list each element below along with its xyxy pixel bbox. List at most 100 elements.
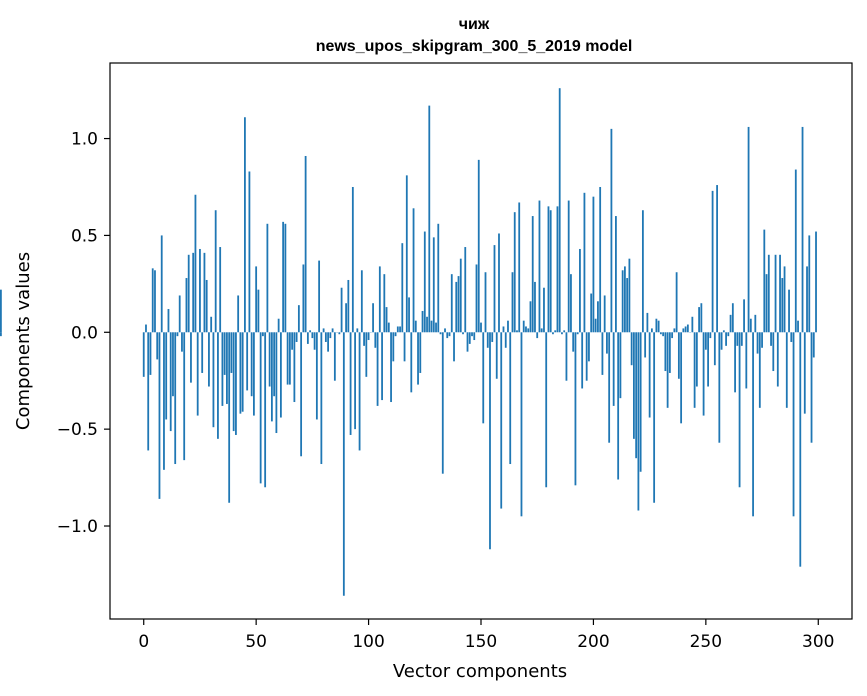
bar bbox=[230, 332, 233, 373]
bar bbox=[217, 332, 219, 439]
bar bbox=[700, 303, 703, 333]
bar bbox=[291, 332, 294, 350]
bar bbox=[797, 320, 799, 333]
bar bbox=[572, 332, 575, 352]
bar bbox=[635, 332, 638, 459]
bar bbox=[684, 326, 687, 333]
bar bbox=[664, 332, 667, 372]
bar bbox=[158, 332, 161, 499]
bar bbox=[693, 332, 696, 408]
bar bbox=[489, 332, 491, 550]
bar bbox=[491, 332, 494, 342]
bar bbox=[277, 318, 280, 333]
x-axis-label: Vector components bbox=[393, 661, 567, 682]
bar bbox=[203, 252, 206, 333]
bar bbox=[783, 266, 786, 333]
x-tick-label: 50 bbox=[245, 632, 267, 652]
bar bbox=[720, 332, 723, 350]
bar bbox=[601, 332, 604, 375]
bar bbox=[646, 312, 649, 333]
bar bbox=[655, 318, 658, 333]
bar bbox=[282, 221, 285, 333]
bar bbox=[803, 332, 806, 414]
bar bbox=[387, 322, 390, 333]
bar bbox=[318, 260, 321, 333]
bar bbox=[711, 190, 714, 333]
bar bbox=[799, 332, 802, 567]
bar bbox=[740, 332, 743, 346]
bar bbox=[585, 332, 588, 381]
bar bbox=[484, 272, 487, 333]
bar bbox=[151, 268, 154, 333]
bar bbox=[268, 332, 271, 387]
bar bbox=[619, 332, 622, 399]
bar bbox=[390, 332, 392, 403]
bar bbox=[455, 281, 458, 333]
bar bbox=[147, 332, 150, 451]
bar bbox=[612, 332, 615, 406]
bar bbox=[399, 326, 401, 333]
bar bbox=[401, 243, 404, 333]
bar bbox=[709, 332, 712, 339]
bar bbox=[300, 332, 303, 457]
bar bbox=[552, 332, 554, 335]
bar bbox=[531, 216, 534, 333]
bar bbox=[435, 322, 437, 333]
bar bbox=[421, 310, 424, 333]
plot-frame bbox=[109, 62, 853, 620]
bar bbox=[729, 314, 732, 333]
bar bbox=[475, 264, 478, 333]
bar bbox=[628, 258, 631, 333]
bar bbox=[372, 303, 374, 333]
bar bbox=[187, 254, 190, 333]
bar bbox=[297, 305, 300, 333]
bar bbox=[668, 332, 671, 373]
bar bbox=[556, 206, 559, 333]
bar bbox=[767, 254, 770, 333]
bar bbox=[810, 332, 813, 443]
bar bbox=[322, 328, 325, 333]
bar bbox=[378, 266, 381, 333]
bar bbox=[493, 245, 496, 333]
bar bbox=[381, 332, 383, 401]
bar bbox=[345, 303, 347, 333]
bar bbox=[583, 192, 586, 333]
bar bbox=[567, 200, 570, 333]
bar bbox=[745, 332, 748, 389]
bar bbox=[756, 332, 759, 354]
bar bbox=[351, 186, 354, 333]
bar bbox=[570, 274, 572, 333]
bar bbox=[383, 274, 386, 333]
bar bbox=[641, 210, 644, 333]
bar bbox=[221, 332, 224, 406]
bar bbox=[606, 332, 608, 354]
y-tick-label: −0.5 bbox=[57, 420, 98, 440]
bar bbox=[518, 202, 521, 333]
bar bbox=[284, 223, 287, 333]
y-tick-label: 0.5 bbox=[71, 226, 98, 246]
bar bbox=[192, 252, 195, 333]
bar bbox=[480, 322, 482, 333]
bar bbox=[464, 247, 467, 333]
bar bbox=[749, 318, 752, 333]
bar bbox=[752, 332, 754, 517]
bar bbox=[459, 258, 462, 333]
bar bbox=[561, 332, 563, 335]
bar bbox=[0, 332, 2, 337]
bar bbox=[686, 324, 689, 333]
bar bbox=[650, 328, 653, 333]
bar bbox=[558, 88, 561, 333]
bar bbox=[520, 332, 523, 517]
bar bbox=[237, 295, 240, 333]
bar bbox=[266, 223, 269, 333]
bar bbox=[513, 212, 516, 333]
bar bbox=[743, 299, 745, 333]
bar bbox=[441, 332, 444, 474]
bar bbox=[637, 332, 640, 511]
bar bbox=[597, 301, 599, 333]
bar bbox=[774, 254, 777, 333]
bar bbox=[286, 332, 289, 385]
bar bbox=[785, 332, 788, 408]
bar bbox=[468, 332, 471, 344]
bar bbox=[250, 332, 253, 397]
